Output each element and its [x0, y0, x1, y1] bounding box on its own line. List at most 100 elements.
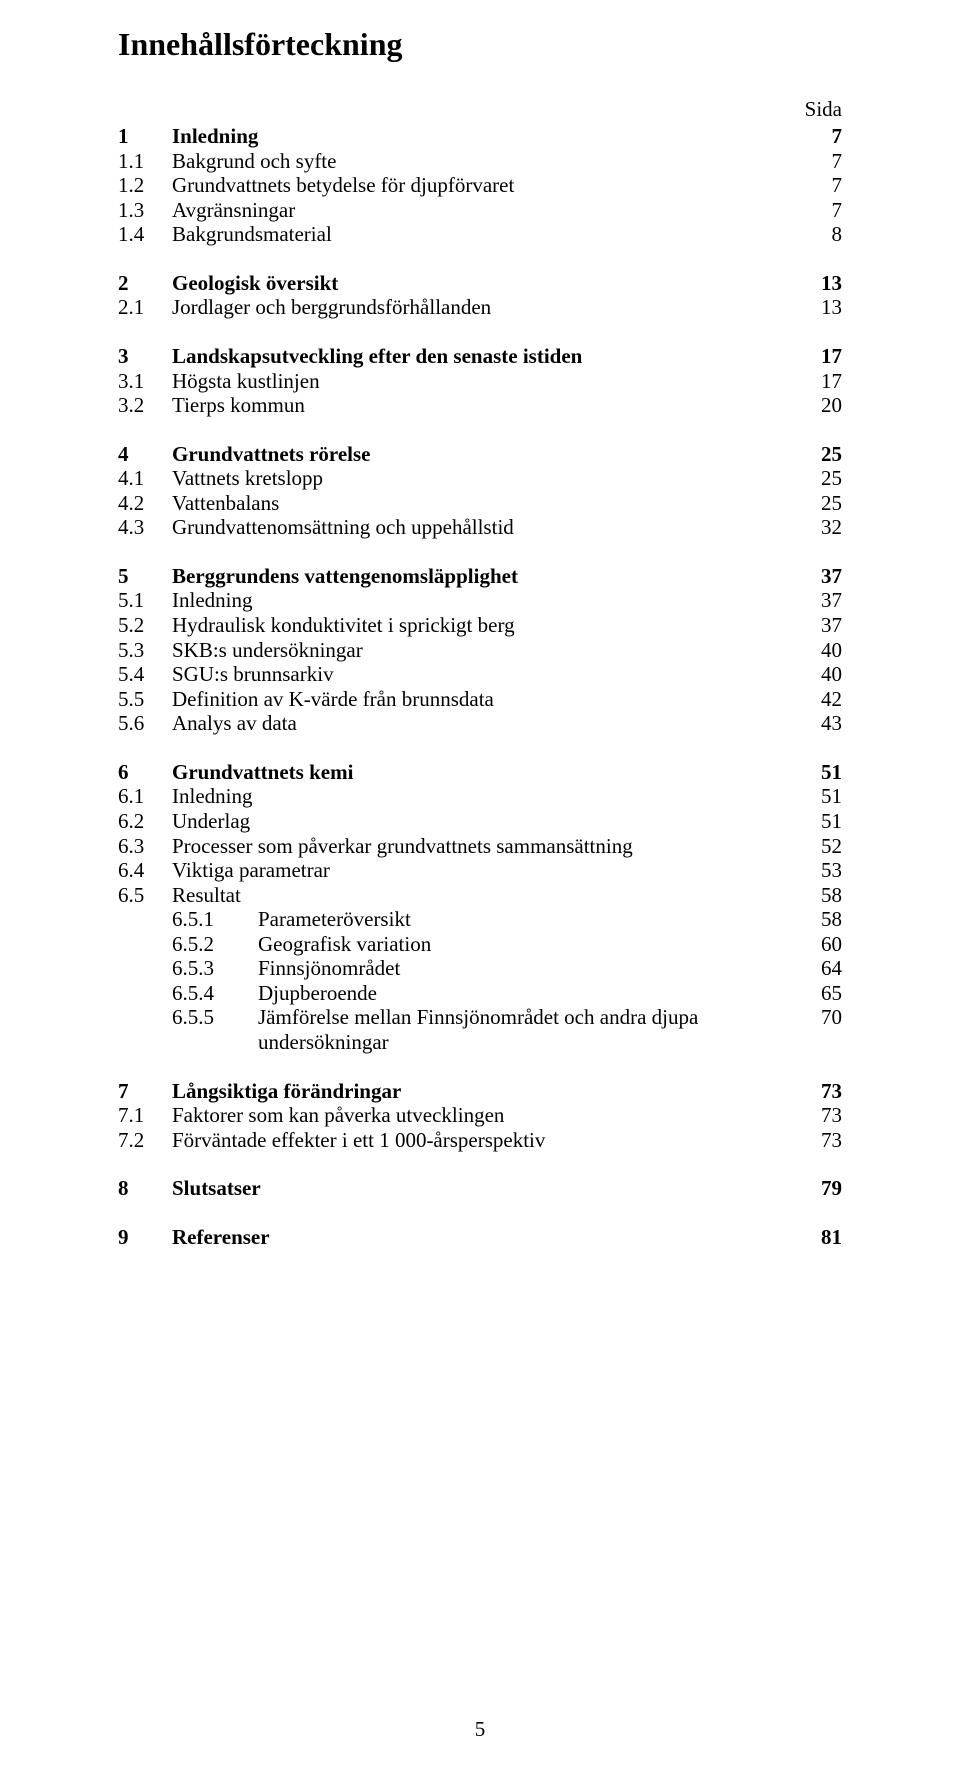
- toc-page: 79: [792, 1176, 842, 1201]
- toc-num: 6.5.2: [118, 932, 258, 957]
- toc-section: 6 Grundvattnets kemi 51 6.1 Inledning 51…: [118, 760, 842, 1055]
- toc-page: 65: [792, 981, 842, 1006]
- toc-num: 2.1: [118, 295, 172, 320]
- toc-num: 6.5: [118, 883, 172, 908]
- toc-page: 51: [792, 809, 842, 834]
- toc-section: 2 Geologisk översikt 13 2.1 Jordlager oc…: [118, 271, 842, 320]
- page: Innehållsförteckning Sida 1 Inledning 7 …: [0, 0, 960, 1772]
- toc-text: Jämförelse mellan Finnsjönområdet och an…: [258, 1005, 792, 1054]
- toc-num: 5.5: [118, 687, 172, 712]
- toc-page: 53: [792, 858, 842, 883]
- toc-page: 40: [792, 662, 842, 687]
- toc-title: Innehållsförteckning: [118, 26, 842, 63]
- toc-page: 51: [792, 760, 842, 785]
- toc-page: 20: [792, 393, 842, 418]
- toc-subitem-row: 6.5.1 Parameteröversikt 58: [118, 907, 842, 932]
- toc-text: Förväntade effekter i ett 1 000-årspersp…: [172, 1128, 792, 1153]
- toc-num: 5.3: [118, 638, 172, 663]
- toc-num: 4.2: [118, 491, 172, 516]
- toc-item-row: 6.4 Viktiga parametrar 53: [118, 858, 842, 883]
- toc-num: 3: [118, 344, 172, 369]
- toc-num: 5.1: [118, 588, 172, 613]
- toc-subitem-row: 6.5.4 Djupberoende 65: [118, 981, 842, 1006]
- toc-num: 6.5.3: [118, 956, 258, 981]
- spacer: [172, 97, 792, 122]
- table-of-contents: 1 Inledning 7 1.1 Bakgrund och syfte 7 1…: [118, 124, 842, 1249]
- toc-page: 42: [792, 687, 842, 712]
- toc-num: 1.4: [118, 222, 172, 247]
- toc-text: Hydraulisk konduktivitet i sprickigt ber…: [172, 613, 792, 638]
- toc-item-row: 5.4 SGU:s brunnsarkiv 40: [118, 662, 842, 687]
- toc-item-row: 7.2 Förväntade effekter i ett 1 000-årsp…: [118, 1128, 842, 1153]
- toc-num: 6: [118, 760, 172, 785]
- toc-text: Geologisk översikt: [172, 271, 792, 296]
- toc-num: 1.1: [118, 149, 172, 174]
- toc-section: 1 Inledning 7 1.1 Bakgrund och syfte 7 1…: [118, 124, 842, 247]
- toc-text: Referenser: [172, 1225, 792, 1250]
- toc-heading-row: 9 Referenser 81: [118, 1225, 842, 1250]
- toc-section: 7 Långsiktiga förändringar 73 7.1 Faktor…: [118, 1079, 842, 1153]
- toc-num: 5.4: [118, 662, 172, 687]
- toc-page: 43: [792, 711, 842, 736]
- toc-text: Högsta kustlinjen: [172, 369, 792, 394]
- toc-item-row: 5.1 Inledning 37: [118, 588, 842, 613]
- toc-num: 5.6: [118, 711, 172, 736]
- toc-num: 4.1: [118, 466, 172, 491]
- toc-section: 9 Referenser 81: [118, 1225, 842, 1250]
- toc-page: 73: [792, 1103, 842, 1128]
- toc-text: Inledning: [172, 588, 792, 613]
- toc-page: 40: [792, 638, 842, 663]
- toc-num: 6.2: [118, 809, 172, 834]
- toc-item-row: 1.3 Avgränsningar 7: [118, 198, 842, 223]
- toc-item-row: 5.5 Definition av K-värde från brunnsdat…: [118, 687, 842, 712]
- toc-num: 3.1: [118, 369, 172, 394]
- toc-item-row: 5.6 Analys av data 43: [118, 711, 842, 736]
- toc-page: 7: [792, 124, 842, 149]
- toc-item-row: 4.3 Grundvattenomsättning och uppehållst…: [118, 515, 842, 540]
- toc-text: Definition av K-värde från brunnsdata: [172, 687, 792, 712]
- toc-section: 3 Landskapsutveckling efter den senaste …: [118, 344, 842, 418]
- toc-item-row: 3.2 Tierps kommun 20: [118, 393, 842, 418]
- toc-num: 4: [118, 442, 172, 467]
- toc-text: Processer som påverkar grundvattnets sam…: [172, 834, 792, 859]
- toc-page: 7: [792, 173, 842, 198]
- toc-page: 17: [792, 369, 842, 394]
- toc-section: 5 Berggrundens vattengenomsläpplighet 37…: [118, 564, 842, 736]
- toc-page: 58: [792, 907, 842, 932]
- toc-page: 73: [792, 1079, 842, 1104]
- toc-page: 51: [792, 784, 842, 809]
- sida-header-row: Sida: [118, 97, 842, 122]
- sida-label: Sida: [792, 97, 842, 122]
- toc-text: Faktorer som kan påverka utvecklingen: [172, 1103, 792, 1128]
- toc-text: Grundvattnets kemi: [172, 760, 792, 785]
- toc-heading-row: 5 Berggrundens vattengenomsläpplighet 37: [118, 564, 842, 589]
- toc-num: 9: [118, 1225, 172, 1250]
- page-number: 5: [0, 1717, 960, 1742]
- toc-num: 6.5.4: [118, 981, 258, 1006]
- toc-num: 6.5.5: [118, 1005, 258, 1054]
- toc-section: 8 Slutsatser 79: [118, 1176, 842, 1201]
- toc-item-row: 5.3 SKB:s undersökningar 40: [118, 638, 842, 663]
- toc-item-row: 1.2 Grundvattnets betydelse för djupförv…: [118, 173, 842, 198]
- toc-num: 6.4: [118, 858, 172, 883]
- toc-text: Viktiga parametrar: [172, 858, 792, 883]
- toc-item-row: 3.1 Högsta kustlinjen 17: [118, 369, 842, 394]
- toc-num: 7.1: [118, 1103, 172, 1128]
- toc-num: 1.3: [118, 198, 172, 223]
- toc-text: Avgränsningar: [172, 198, 792, 223]
- toc-item-row: 6.2 Underlag 51: [118, 809, 842, 834]
- toc-text: Långsiktiga förändringar: [172, 1079, 792, 1104]
- toc-item-row: 6.3 Processer som påverkar grundvattnets…: [118, 834, 842, 859]
- toc-page: 8: [792, 222, 842, 247]
- toc-text: Inledning: [172, 124, 792, 149]
- toc-item-row: 4.1 Vattnets kretslopp 25: [118, 466, 842, 491]
- toc-text: Analys av data: [172, 711, 792, 736]
- toc-text: Bakgrund och syfte: [172, 149, 792, 174]
- toc-heading-row: 8 Slutsatser 79: [118, 1176, 842, 1201]
- toc-num: 7.2: [118, 1128, 172, 1153]
- toc-text: Inledning: [172, 784, 792, 809]
- toc-page: 32: [792, 515, 842, 540]
- toc-item-row: 7.1 Faktorer som kan påverka utvecklinge…: [118, 1103, 842, 1128]
- toc-page: 7: [792, 198, 842, 223]
- toc-text: Vattenbalans: [172, 491, 792, 516]
